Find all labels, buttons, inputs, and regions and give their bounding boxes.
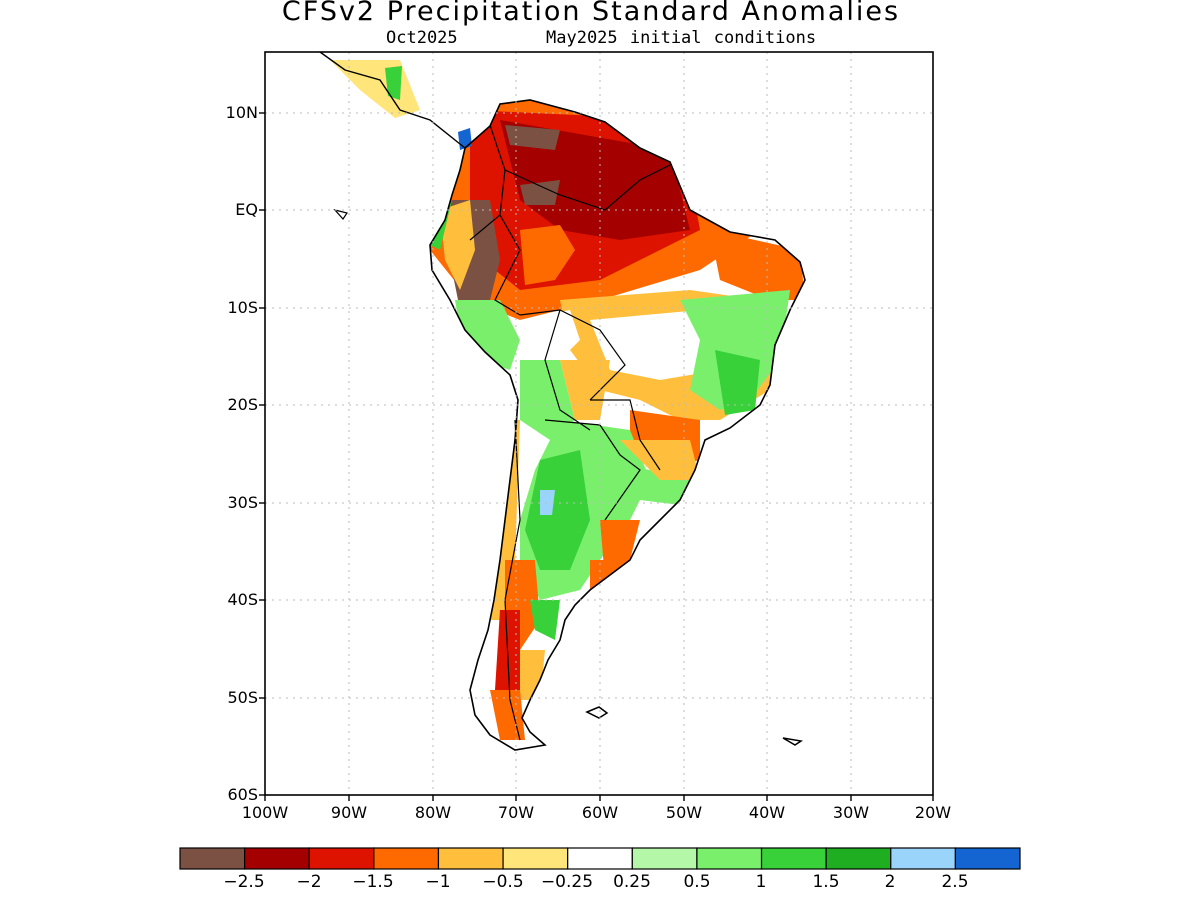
colorbar-label: 2.5: [941, 872, 969, 892]
lat-label-40s: 40S: [227, 590, 258, 609]
colorbar-swatch: [502, 847, 569, 870]
colorbar-swatch: [890, 847, 956, 870]
gridlines: [265, 52, 933, 795]
lat-label-eq: EQ: [235, 200, 258, 219]
colorbar-swatch: [954, 847, 1021, 870]
lat-label-30s: 30S: [227, 493, 258, 512]
lon-label-20w: 20W: [914, 803, 952, 822]
lat-label-10s: 10S: [227, 298, 258, 317]
lat-label-60s: 60S: [227, 785, 258, 804]
colorbar-label: 0.25: [613, 872, 651, 892]
lon-label-100w: 100W: [241, 803, 289, 822]
colorbar-swatch: [696, 847, 763, 870]
colorbar-label: −2.5: [223, 872, 265, 892]
country-borders: [469, 124, 671, 741]
map-frame: [264, 51, 934, 796]
lat-label-10n: 10N: [225, 103, 258, 122]
galapagos-islands: [333, 208, 348, 220]
colorbar-label: 1.5: [812, 872, 840, 892]
colorbar-swatch: [179, 847, 246, 870]
colorbar-label: 1: [755, 872, 767, 892]
colorbar-swatch: [567, 847, 633, 870]
lon-label-40w: 40W: [748, 803, 786, 822]
colorbar-swatch: [631, 847, 698, 870]
colorbar-swatch: [244, 847, 310, 870]
colorbar-label: −1.5: [352, 872, 394, 892]
lat-label-50s: 50S: [227, 688, 258, 707]
lon-label-80w: 80W: [414, 803, 452, 822]
colorbar-swatch: [825, 847, 892, 870]
lat-label-20s: 20S: [227, 395, 258, 414]
colorbar-label: 2: [884, 872, 896, 892]
lon-label-50w: 50W: [665, 803, 703, 822]
colorbar-label: −2: [296, 872, 322, 892]
colorbar-swatch: [308, 847, 375, 870]
wet-spot: [458, 128, 472, 150]
colorbar: [179, 847, 1021, 870]
axis-ticks: [259, 112, 934, 801]
lon-label-60w: 60W: [581, 803, 619, 822]
falkland-islands: [585, 706, 609, 719]
colorbar-label: −0.25: [540, 872, 594, 892]
colorbar-label: −0.5: [482, 872, 524, 892]
colorbar-swatch: [373, 847, 440, 870]
colorbar-swatch: [760, 847, 827, 870]
forecast-month: Oct2025: [386, 28, 458, 48]
colorbar-swatch: [437, 847, 504, 870]
lon-label-30w: 30W: [832, 803, 870, 822]
colorbar-label: 0.5: [683, 872, 711, 892]
initial-conditions: May2025 initial conditions: [546, 28, 817, 48]
lon-label-90w: 90W: [330, 803, 368, 822]
colorbar-label: −1: [425, 872, 451, 892]
south-georgia: [782, 737, 803, 746]
chart-title: CFSv2 Precipitation Standard Anomalies: [281, 0, 901, 27]
lon-label-70w: 70W: [497, 803, 535, 822]
